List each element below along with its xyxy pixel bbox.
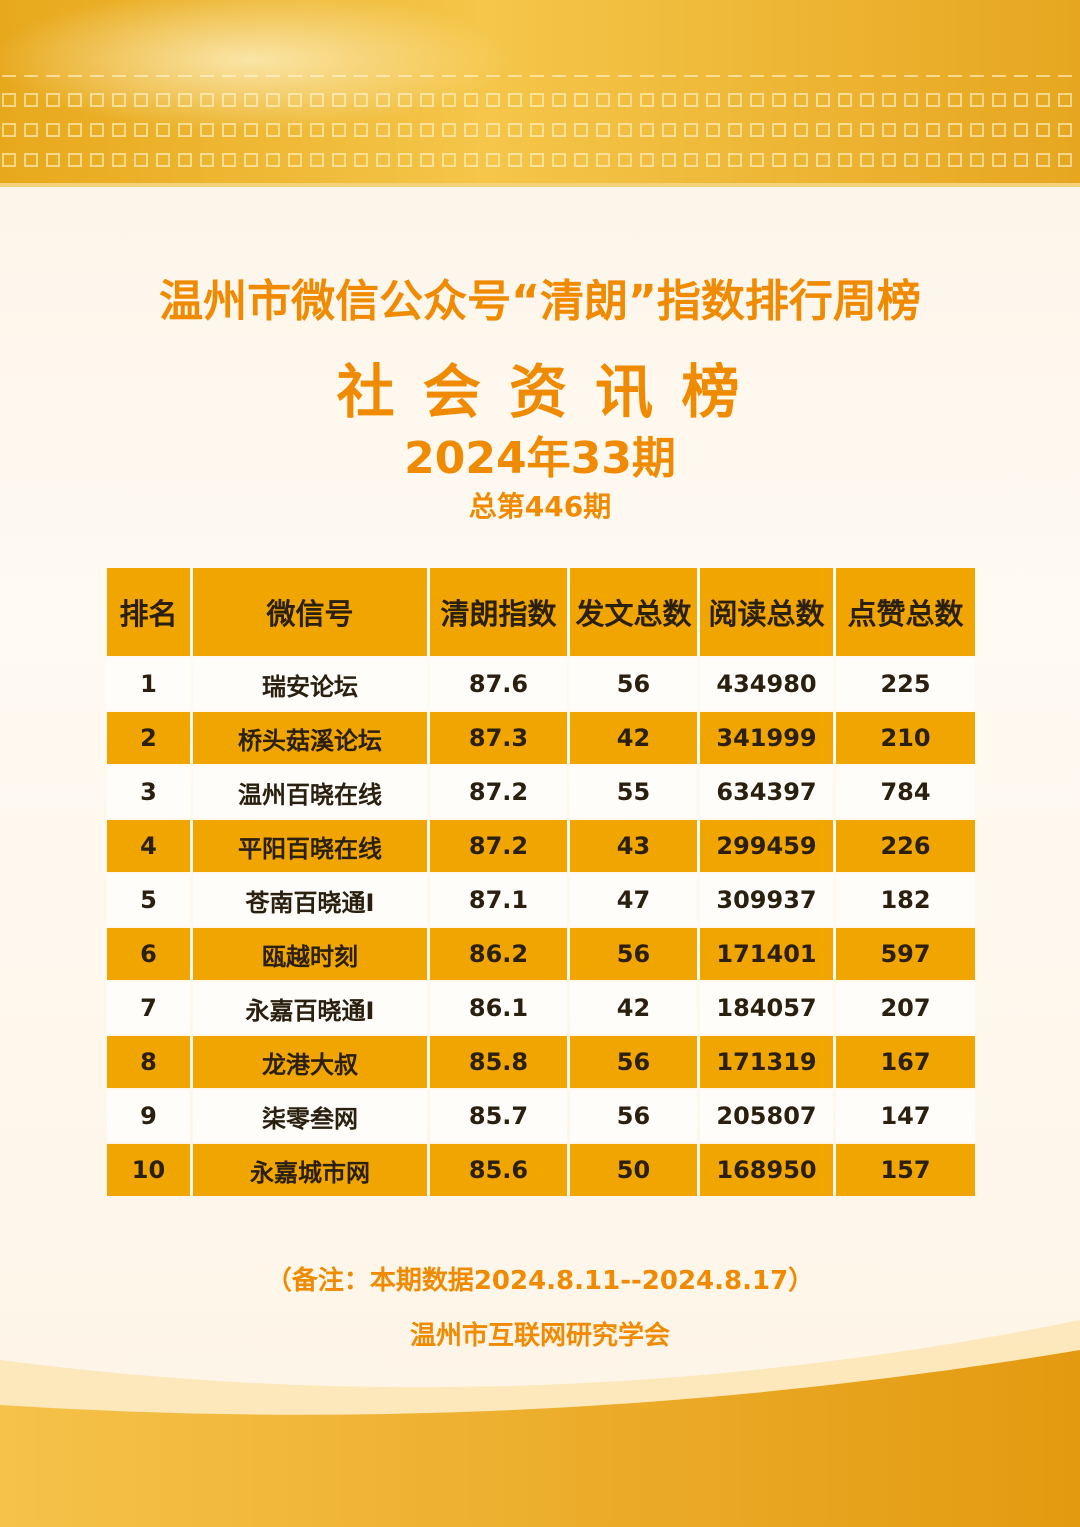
- table-cell: 55: [570, 766, 697, 818]
- table-cell: 182: [836, 874, 975, 926]
- table-cell: 171401: [700, 928, 833, 980]
- table-cell: 56: [570, 658, 697, 710]
- table-row: 8 龙港大叔 85.8 56 171319 167: [107, 1036, 975, 1088]
- table-cell: 299459: [700, 820, 833, 872]
- table-cell: 634397: [700, 766, 833, 818]
- table-cell: 6: [107, 928, 190, 980]
- footer-note: （备注：本期数据2024.8.11--2024.8.17）: [265, 1266, 815, 1296]
- table-cell: 434980: [700, 658, 833, 710]
- column-header: 微信号: [193, 568, 427, 656]
- table-cell: 42: [570, 982, 697, 1034]
- table-cell: 9: [107, 1090, 190, 1142]
- table-cell: 2: [107, 712, 190, 764]
- table-cell: 龙港大叔: [193, 1036, 427, 1088]
- table-cell: 平阳百晓在线: [193, 820, 427, 872]
- table-cell: 瓯越时刻: [193, 928, 427, 980]
- column-header: 点赞总数: [836, 568, 975, 656]
- table-cell: 85.8: [430, 1036, 567, 1088]
- table-cell: 8: [107, 1036, 190, 1088]
- issue-total: 总第446期: [468, 490, 612, 523]
- table-cell: 225: [836, 658, 975, 710]
- table-cell: 87.2: [430, 820, 567, 872]
- table-cell: 47: [570, 874, 697, 926]
- table-cell: 瑞安论坛: [193, 658, 427, 710]
- banner: [0, 0, 1080, 187]
- table-cell: 85.7: [430, 1090, 567, 1142]
- table-cell: 87.6: [430, 658, 567, 710]
- ranking-table: 排名 微信号 清朗指数 发文总数 阅读总数 点赞总数 1 瑞安论坛 87.6 56 434980 2…: [104, 566, 978, 1198]
- period: 2024年33期: [404, 433, 676, 484]
- table-cell: 341999: [700, 712, 833, 764]
- table-cell: 597: [836, 928, 975, 980]
- table-row: 3 温州百晓在线 87.2 55 634397 784: [107, 766, 975, 818]
- table-row: 6 瓯越时刻 86.2 56 171401 597: [107, 928, 975, 980]
- table-cell: 温州百晓在线: [193, 766, 427, 818]
- table-cell: 56: [570, 928, 697, 980]
- table-cell: 86.1: [430, 982, 567, 1034]
- organization: 温州市互联网研究学会: [409, 1321, 670, 1351]
- table-cell: 43: [570, 820, 697, 872]
- table-cell: 86.2: [430, 928, 567, 980]
- column-header: 排名: [107, 568, 190, 656]
- table-cell: 210: [836, 712, 975, 764]
- table-cell: 87.2: [430, 766, 567, 818]
- table-row: 5 苍南百晓通I 87.1 47 309937 182: [107, 874, 975, 926]
- table-cell: 永嘉百晓通I: [193, 982, 427, 1034]
- table-cell: 56: [570, 1090, 697, 1142]
- table-row: 1 瑞安论坛 87.6 56 434980 225: [107, 658, 975, 710]
- table-row: 7 永嘉百晓通I 86.1 42 184057 207: [107, 982, 975, 1034]
- table-cell: 167: [836, 1036, 975, 1088]
- table-row: 2 桥头菇溪论坛 87.3 42 341999 210: [107, 712, 975, 764]
- table-cell: 157: [836, 1144, 975, 1196]
- table-cell: 7: [107, 982, 190, 1034]
- table-cell: 10: [107, 1144, 190, 1196]
- table-row: 9 柒零叁网 85.7 56 205807 147: [107, 1090, 975, 1142]
- table-cell: 784: [836, 766, 975, 818]
- table-cell: 226: [836, 820, 975, 872]
- table-cell: 87.1: [430, 874, 567, 926]
- column-header: 发文总数: [570, 568, 697, 656]
- table-cell: 5: [107, 874, 190, 926]
- title: 温州市微信公众号“清朗”指数排行周榜: [159, 276, 921, 327]
- banner-pattern: [0, 0, 1080, 175]
- table-cell: 柒零叁网: [193, 1090, 427, 1142]
- table-cell: 147: [836, 1090, 975, 1142]
- table-cell: 50: [570, 1144, 697, 1196]
- table-cell: 171319: [700, 1036, 833, 1088]
- table-cell: 4: [107, 820, 190, 872]
- table-cell: 87.3: [430, 712, 567, 764]
- column-header: 阅读总数: [700, 568, 833, 656]
- table-cell: 168950: [700, 1144, 833, 1196]
- table-cell: 205807: [700, 1090, 833, 1142]
- table-cell: 309937: [700, 874, 833, 926]
- table-cell: 3: [107, 766, 190, 818]
- table-row: 4 平阳百晓在线 87.2 43 299459 226: [107, 820, 975, 872]
- column-header: 清朗指数: [430, 568, 567, 656]
- table-cell: 207: [836, 982, 975, 1034]
- header-row: 排名 微信号 清朗指数 发文总数 阅读总数 点赞总数: [107, 568, 975, 656]
- table-cell: 42: [570, 712, 697, 764]
- table-row: 10 永嘉城市网 85.6 50 168950 157: [107, 1144, 975, 1196]
- table-cell: 184057: [700, 982, 833, 1034]
- table-cell: 1: [107, 658, 190, 710]
- table-cell: 56: [570, 1036, 697, 1088]
- bottom-wave: [0, 1320, 1080, 1527]
- table-cell: 85.6: [430, 1144, 567, 1196]
- table-cell: 永嘉城市网: [193, 1144, 427, 1196]
- table-cell: 桥头菇溪论坛: [193, 712, 427, 764]
- subtitle: 社 会 资 讯 榜: [336, 358, 744, 426]
- table-cell: 苍南百晓通I: [193, 874, 427, 926]
